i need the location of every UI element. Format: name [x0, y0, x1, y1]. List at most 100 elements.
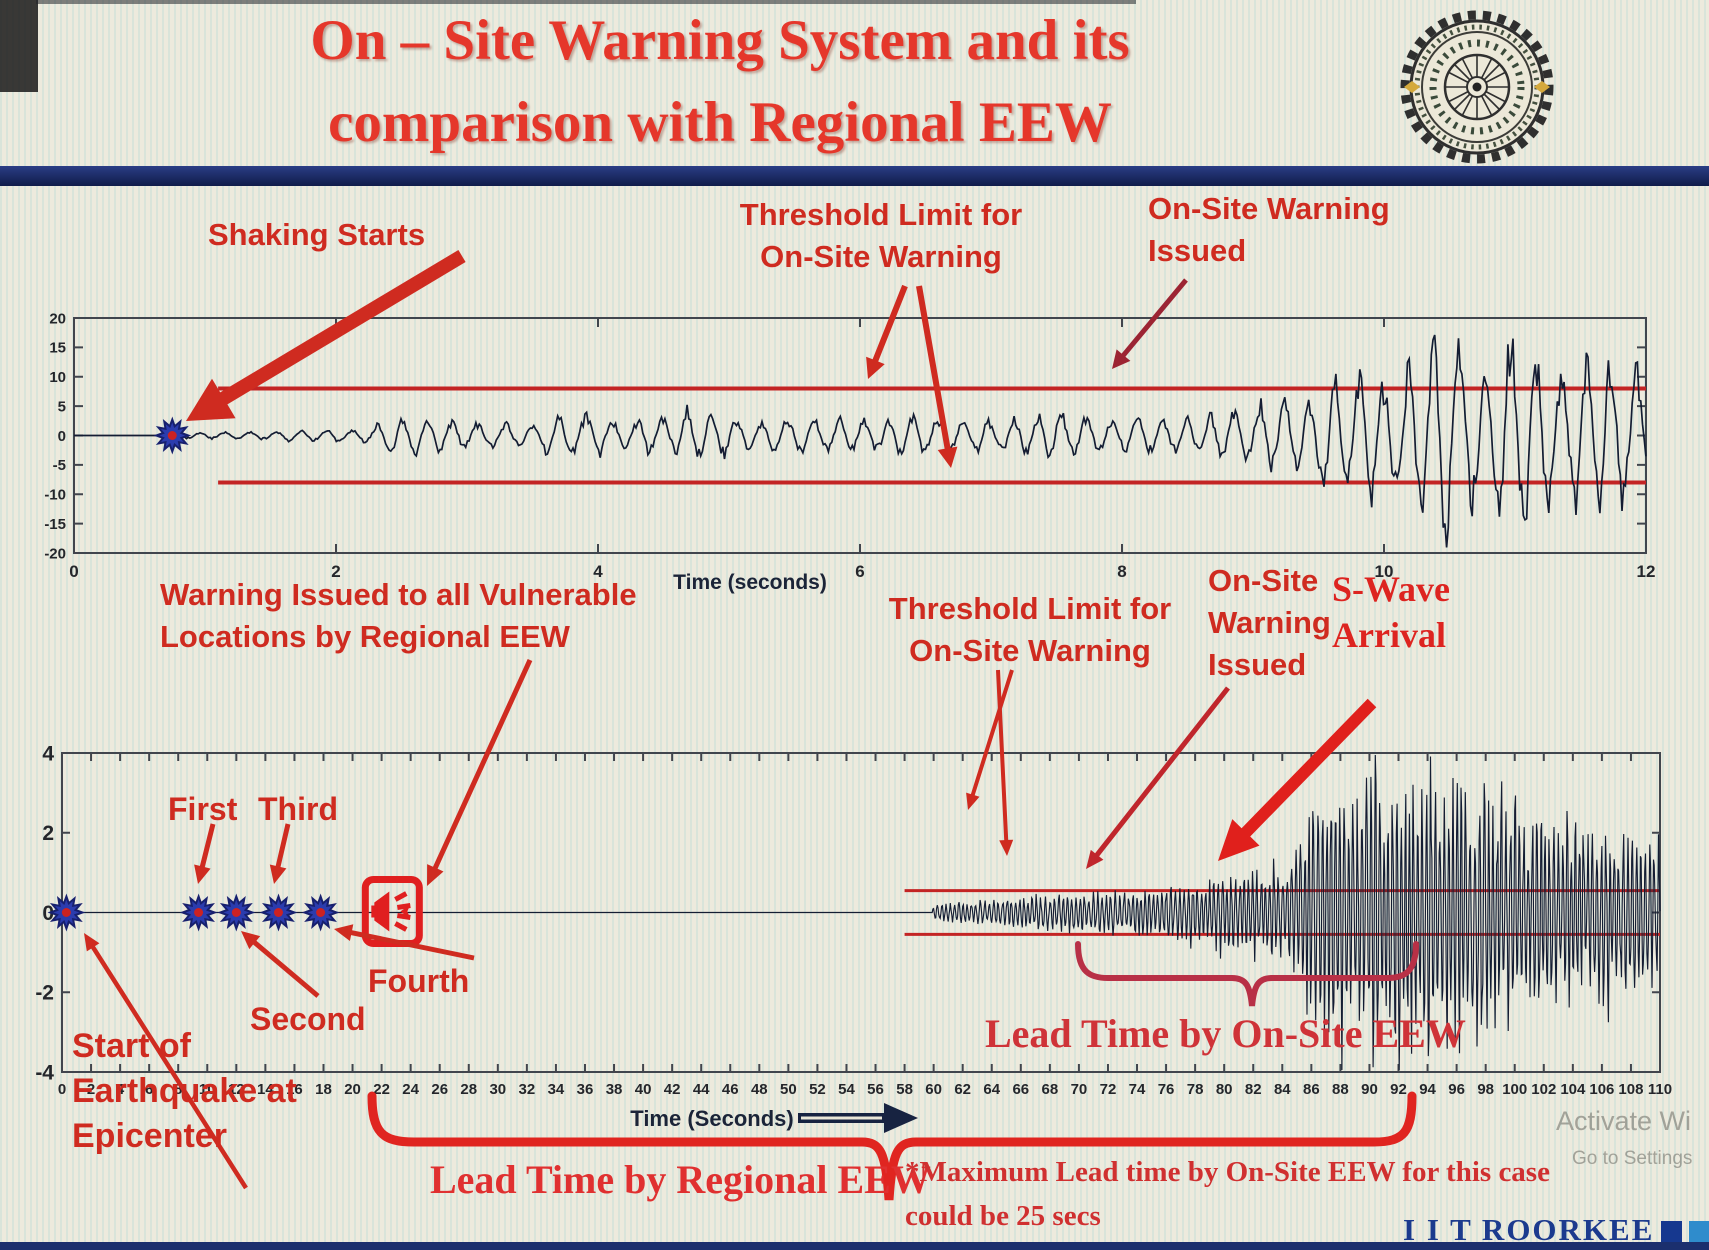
x-tick-label: 12: [1637, 562, 1656, 581]
star-center-dot: [167, 431, 177, 440]
x-tick-label: 12: [228, 1081, 245, 1098]
lead-time-onsite-brace: [1075, 941, 1419, 1007]
x-tick-label: 96: [1448, 1081, 1465, 1098]
annotation-arrows-and-braces: [84, 250, 1419, 1201]
x-tick-label: 54: [838, 1081, 855, 1098]
x-tick-label: 58: [896, 1081, 913, 1098]
x-tick-label: 16: [286, 1081, 303, 1098]
x-tick-label: 86: [1303, 1081, 1320, 1098]
x-tick-label: 6: [145, 1081, 153, 1098]
x-tick-label: 52: [809, 1081, 826, 1098]
x-axis-title: Time (seconds): [673, 571, 827, 594]
slide-title-line1: On – Site Warning System and its: [310, 9, 1130, 72]
threshold-bottom-arrow-right: [996, 669, 1014, 856]
x-tick-label: 20: [344, 1081, 361, 1098]
lead-time-regional-label: Lead Time by Regional EEW: [430, 1157, 931, 1202]
photo-top-edge-artifact: [36, 0, 1136, 4]
second-detection-label: Second: [250, 1001, 366, 1037]
x-tick-label: 2: [87, 1081, 95, 1098]
start-epicenter-line1: Start of: [72, 1027, 191, 1065]
x-tick-label: 98: [1477, 1081, 1494, 1098]
x-tick-label: 4: [593, 562, 603, 581]
x-tick-label: 18: [315, 1081, 332, 1098]
iit-roorkee-wordmark: I I T ROORKEE: [1403, 1212, 1709, 1248]
photo-corner-artifact: [0, 0, 38, 92]
x-tick-label: 100: [1502, 1081, 1527, 1098]
slide-title: On – Site Warning System and its compari…: [120, 0, 1320, 164]
x-tick-label: 40: [635, 1081, 652, 1098]
seismogram-waveform: [74, 334, 1647, 548]
x-tick-label: 74: [1129, 1081, 1146, 1098]
shaking-starts-label: Shaking Starts: [208, 217, 426, 252]
brand-square-navy: [1661, 1221, 1683, 1242]
iit-roorkee-logo-icon: [1400, 10, 1554, 164]
x-tick-label: 64: [983, 1081, 1000, 1098]
x-tick-label: 26: [431, 1081, 448, 1098]
second-arrow: [241, 931, 320, 998]
lead-time-regional-bracket: [367, 1091, 1417, 1201]
go-to-settings-watermark: Go to Settings: [1572, 1148, 1693, 1169]
x-tick-label: 8: [174, 1081, 182, 1098]
shaking-starts-arrow: [186, 250, 466, 421]
x-tick-label: 46: [722, 1081, 739, 1098]
x-tick-label: 56: [867, 1081, 884, 1098]
x-tick-label: 6: [855, 562, 864, 581]
x-tick-label: 0: [58, 1081, 66, 1098]
x-tick-label: 94: [1419, 1081, 1436, 1098]
threshold-limit-top-line1: Threshold Limit for: [739, 197, 1023, 232]
x-tick-label: 72: [1100, 1081, 1117, 1098]
start-epicenter-arrow: [84, 933, 248, 1190]
y-tick-label: 15: [49, 340, 66, 357]
threshold-bottom-arrow-left: [966, 669, 1014, 810]
bottom-bar: [0, 1242, 1709, 1250]
y-tick-label: -2: [35, 982, 54, 1005]
x-tick-label: 10: [199, 1081, 216, 1098]
s-wave-line1: S-Wave: [1332, 569, 1451, 609]
onsite-issued-bottom-line1: On-Site: [1208, 563, 1319, 598]
x-tick-label: 104: [1560, 1081, 1586, 1098]
x-tick-label: 22: [373, 1081, 390, 1098]
x-tick-label: 80: [1216, 1081, 1233, 1098]
threshold-top-arrow-left: [866, 284, 908, 379]
first-arrow: [194, 823, 216, 884]
regional-warning-siren-icon: [361, 876, 423, 947]
star-center-dot: [316, 908, 326, 917]
onsite-warning-issued-label-bottom: On-Site Warning Issued: [1208, 560, 1331, 686]
star-center-dot: [194, 908, 204, 917]
threshold-limit-bottom-line1: Threshold Limit for: [888, 591, 1172, 626]
star-center-dot: [231, 908, 241, 917]
x-tick-label: 68: [1042, 1081, 1059, 1098]
x-tick-label: 60: [925, 1081, 942, 1098]
start-epicenter-line3: Epicenter: [72, 1117, 227, 1155]
y-tick-label: -10: [44, 487, 66, 504]
start-epicenter-line2: Earthquake at: [72, 1072, 297, 1110]
lead-time-onsite-label: Lead Time by On-Site EEW: [985, 1011, 1466, 1056]
threshold-limit-label-top: Threshold Limit for On-Site Warning: [716, 194, 1046, 278]
x-tick-label: 62: [954, 1081, 971, 1098]
y-tick-label: -4: [35, 1061, 54, 1084]
x-tick-label: 2: [331, 562, 340, 581]
divider-bar: [0, 166, 1709, 186]
y-tick-label: 0: [42, 902, 54, 925]
s-wave-arrival-label: S-Wave Arrival: [1332, 566, 1450, 658]
slide-title-line2: comparison with Regional EEW: [328, 91, 1112, 154]
x-tick-label: 48: [751, 1081, 768, 1098]
max-lead-time-note-line2: could be 25 secs: [905, 1200, 1101, 1232]
iit-roorkee-text: I I T ROORKEE: [1403, 1212, 1655, 1247]
onsite-issued-bottom-line2: Warning: [1208, 605, 1331, 640]
x-tick-label: 84: [1274, 1081, 1291, 1098]
x-tick-label: 82: [1245, 1081, 1262, 1098]
star-center-dot: [273, 908, 283, 917]
y-tick-label: 20: [49, 310, 66, 327]
onsite-issued-bottom-arrow: [1086, 686, 1230, 869]
regional-warning-line1: Warning Issued to all Vulnerable: [160, 577, 637, 612]
x-tick-label: 30: [489, 1081, 506, 1098]
x-tick-label: 44: [693, 1081, 710, 1098]
x-tick-label: 110: [1648, 1081, 1672, 1098]
x-tick-label: 70: [1071, 1081, 1088, 1098]
x-tick-label: 78: [1187, 1081, 1204, 1098]
y-tick-label: -15: [44, 516, 66, 533]
s-wave-arrival-arrow: [1218, 698, 1377, 861]
onsite-issued-bottom-line3: Issued: [1208, 647, 1307, 682]
